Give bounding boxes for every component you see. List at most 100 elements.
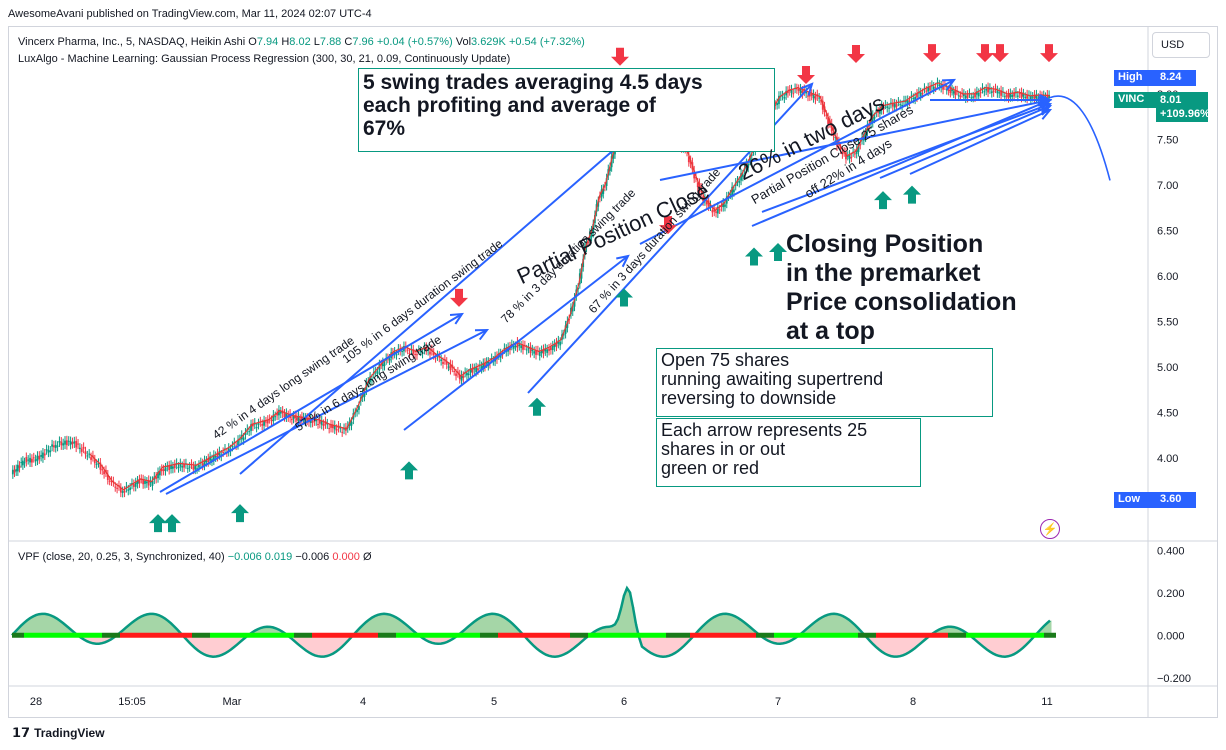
trade-arrow-line <box>761 103 1051 213</box>
candle-body <box>306 417 309 421</box>
vpf-signal-segment <box>366 632 372 638</box>
candle-body <box>845 152 847 160</box>
candle-body <box>972 96 975 98</box>
vpf-signal-segment <box>978 632 984 638</box>
candle-body <box>432 352 435 356</box>
candle-body <box>1024 96 1027 98</box>
vpf-signal-segment <box>774 632 780 638</box>
candle-body <box>106 474 109 480</box>
vpf-signal-segment <box>180 632 186 638</box>
candle-body <box>564 325 567 334</box>
candle-body <box>47 449 50 453</box>
vpf-signal-segment <box>720 632 726 638</box>
candle-body <box>276 412 278 416</box>
sell-arrow-icon <box>976 44 994 63</box>
candle-body <box>981 87 984 89</box>
lightning-icon[interactable]: ⚡ <box>1040 519 1060 539</box>
vpf-signal-segment <box>66 632 72 638</box>
candle-body <box>987 87 989 93</box>
candle-body <box>718 209 721 211</box>
candle-body <box>330 424 332 428</box>
indicator-legend[interactable]: LuxAlgo - Machine Learning: Gaussian Pro… <box>18 53 511 65</box>
candle-body <box>34 459 37 462</box>
candle-body <box>183 463 185 468</box>
candle-body <box>906 99 909 105</box>
candle-body <box>158 470 161 476</box>
buy-arrow-icon <box>528 397 546 416</box>
regression-line <box>89 82 1051 491</box>
vpf-value-1: −0.006 <box>227 551 262 563</box>
vpf-signal-segment <box>48 632 54 638</box>
vpf-signal-segment <box>438 632 444 638</box>
candle-body <box>810 93 813 96</box>
candle-body <box>947 89 950 91</box>
time-tick-label: 7 <box>775 696 781 708</box>
candle-body <box>518 344 521 347</box>
vpf-signal-segment <box>912 632 918 638</box>
time-tick-label: 4 <box>360 696 366 708</box>
candle-body <box>237 439 239 446</box>
candle-body <box>75 440 78 448</box>
candle-body <box>136 480 139 484</box>
vpf-legend[interactable]: VPF (close, 20, 0.25, 3, Synchronized, 4… <box>18 551 372 563</box>
candle-body <box>805 91 808 94</box>
candle-body <box>778 95 780 105</box>
vpf-signal-segment <box>474 632 480 638</box>
candle-body <box>705 200 708 205</box>
candle-body <box>318 420 321 424</box>
vpf-signal-segment <box>1008 632 1014 638</box>
vpf-signal-segment <box>312 632 318 638</box>
close-value: 7.96 <box>352 36 374 48</box>
candle-body <box>388 358 391 361</box>
candle-body <box>888 107 890 109</box>
candle-body <box>542 349 545 354</box>
candle-body <box>99 462 102 470</box>
vpf-signal-segment <box>462 632 468 638</box>
candle-body <box>250 424 252 431</box>
candle-body <box>893 103 896 108</box>
candle-body <box>533 351 536 354</box>
candle-body <box>553 343 556 348</box>
buy-arrow-icon <box>149 514 167 533</box>
vpf-signal-segment <box>600 632 606 638</box>
vpf-signal-segment <box>60 632 66 638</box>
candle-body <box>322 423 325 427</box>
vpf-signal-segment <box>396 632 402 638</box>
vpf-signal-segment <box>702 632 708 638</box>
candle-body <box>371 378 373 381</box>
symbol-tag-label: VINC <box>1114 92 1156 108</box>
candle-body <box>69 441 72 445</box>
price-tick-label: 4.50 <box>1157 407 1178 419</box>
candle-body <box>879 110 881 114</box>
arrow-legend-note: Each arrow represents 25 shares in or ou… <box>656 418 921 487</box>
candle-body <box>147 479 150 486</box>
candle-body <box>568 319 571 321</box>
vpf-signal-segment <box>240 632 246 638</box>
candle-body <box>255 427 258 429</box>
sell-arrow-icon <box>659 216 677 235</box>
candle-body <box>192 466 195 470</box>
candle-body <box>540 350 543 353</box>
vpf-signal-segment <box>882 632 888 638</box>
vpf-signal-segment <box>234 632 240 638</box>
candle-body <box>1046 94 1049 100</box>
vpf-value-2: 0.019 <box>264 551 293 563</box>
candle-body <box>266 419 269 424</box>
vpf-signal-segment <box>276 632 282 638</box>
candle-body <box>590 230 593 237</box>
candle-body <box>317 423 319 425</box>
oscillator-tick-label: 0.200 <box>1157 588 1185 600</box>
close-label: C <box>344 36 353 48</box>
candle-body <box>376 371 379 374</box>
vpf-signal-segment <box>810 632 816 638</box>
currency-button[interactable]: USD <box>1152 32 1210 58</box>
candle-body <box>157 472 159 479</box>
candle-body <box>503 347 506 350</box>
vpf-signal-segment <box>228 632 234 638</box>
vpf-signal-segment <box>78 632 84 638</box>
vpf-signal-segment <box>780 632 786 638</box>
candle-body <box>414 354 417 356</box>
buy-arrow-icon <box>769 243 787 261</box>
vpf-signal-segment <box>510 632 516 638</box>
candle-body <box>783 97 786 99</box>
